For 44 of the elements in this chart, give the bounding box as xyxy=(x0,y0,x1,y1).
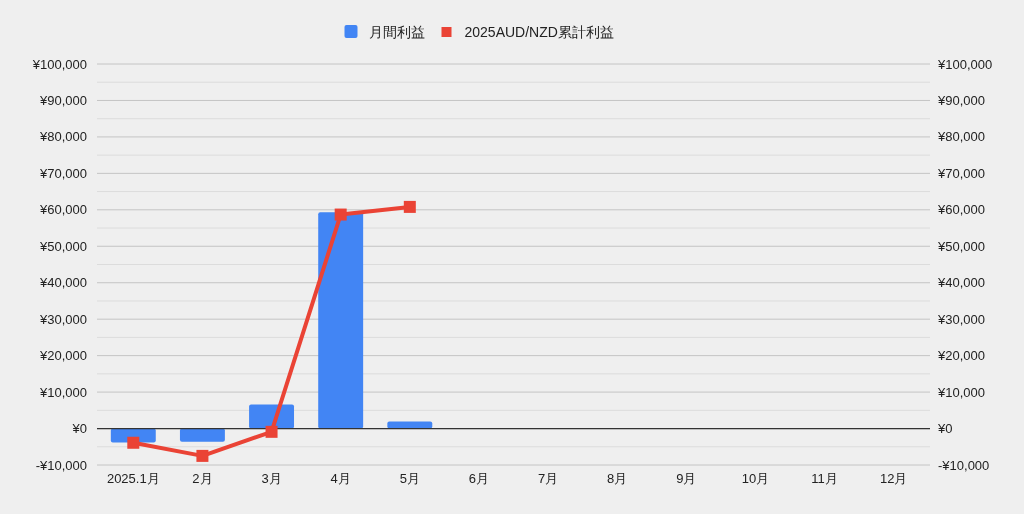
bar xyxy=(179,428,225,442)
y-tick-label: ¥40,000 xyxy=(39,275,87,291)
y-tick-label: ¥90,000 xyxy=(39,93,87,108)
x-tick-label: 2月 xyxy=(192,471,213,486)
legend-label: 2025AUD/NZD累計利益 xyxy=(464,23,614,40)
x-tick-label: 5月 xyxy=(399,471,420,486)
y2-tick-label: -¥10,000 xyxy=(938,457,990,473)
y-tick-label: ¥10,000 xyxy=(39,384,87,400)
y-tick-label: ¥70,000 xyxy=(39,165,87,181)
y-tick-label: ¥50,000 xyxy=(39,238,87,254)
y2-tick-label: ¥10,000 xyxy=(937,384,985,400)
bar xyxy=(318,212,364,429)
y-tick-label: ¥20,000 xyxy=(39,348,87,364)
y2-tick-label: ¥30,000 xyxy=(937,311,985,327)
legend-label: 月間利益 xyxy=(368,23,425,40)
x-tick-label: 12月 xyxy=(879,471,908,486)
x-tick-label: 2025.1月 xyxy=(106,471,160,486)
x-tick-label: 7月 xyxy=(537,471,559,486)
y-tick-label: ¥0 xyxy=(71,421,87,437)
x-tick-label: 4月 xyxy=(330,471,351,486)
y2-tick-label: ¥90,000 xyxy=(937,93,985,108)
x-tick-label: 10月 xyxy=(741,471,770,486)
y2-tick-label: ¥100,000 xyxy=(937,56,993,72)
x-tick-label: 8月 xyxy=(607,471,628,486)
y2-tick-label: ¥60,000 xyxy=(937,202,985,218)
point xyxy=(334,208,347,221)
x-tick-label: 9月 xyxy=(676,471,697,486)
y-tick-label: -¥10,000 xyxy=(35,457,87,473)
x-tick-label: 11月 xyxy=(811,471,838,486)
point xyxy=(403,200,416,213)
y-tick-label: ¥80,000 xyxy=(39,129,87,145)
y-tick-label: ¥30,000 xyxy=(39,311,87,327)
x-tick-label: 3月 xyxy=(261,471,282,486)
y2-tick-label: ¥50,000 xyxy=(937,238,985,254)
y2-tick-label: ¥20,000 xyxy=(937,348,985,364)
point xyxy=(196,449,209,462)
y2-tick-label: ¥70,000 xyxy=(937,165,985,181)
y2-tick-label: ¥80,000 xyxy=(937,129,985,145)
y2-tick-label: ¥40,000 xyxy=(937,275,985,291)
point xyxy=(265,425,278,438)
x-tick-label: 6月 xyxy=(468,471,490,486)
y2-tick-label: ¥0 xyxy=(937,421,953,437)
y-tick-label: ¥60,000 xyxy=(39,202,87,218)
y-tick-label: ¥100,000 xyxy=(31,56,87,72)
